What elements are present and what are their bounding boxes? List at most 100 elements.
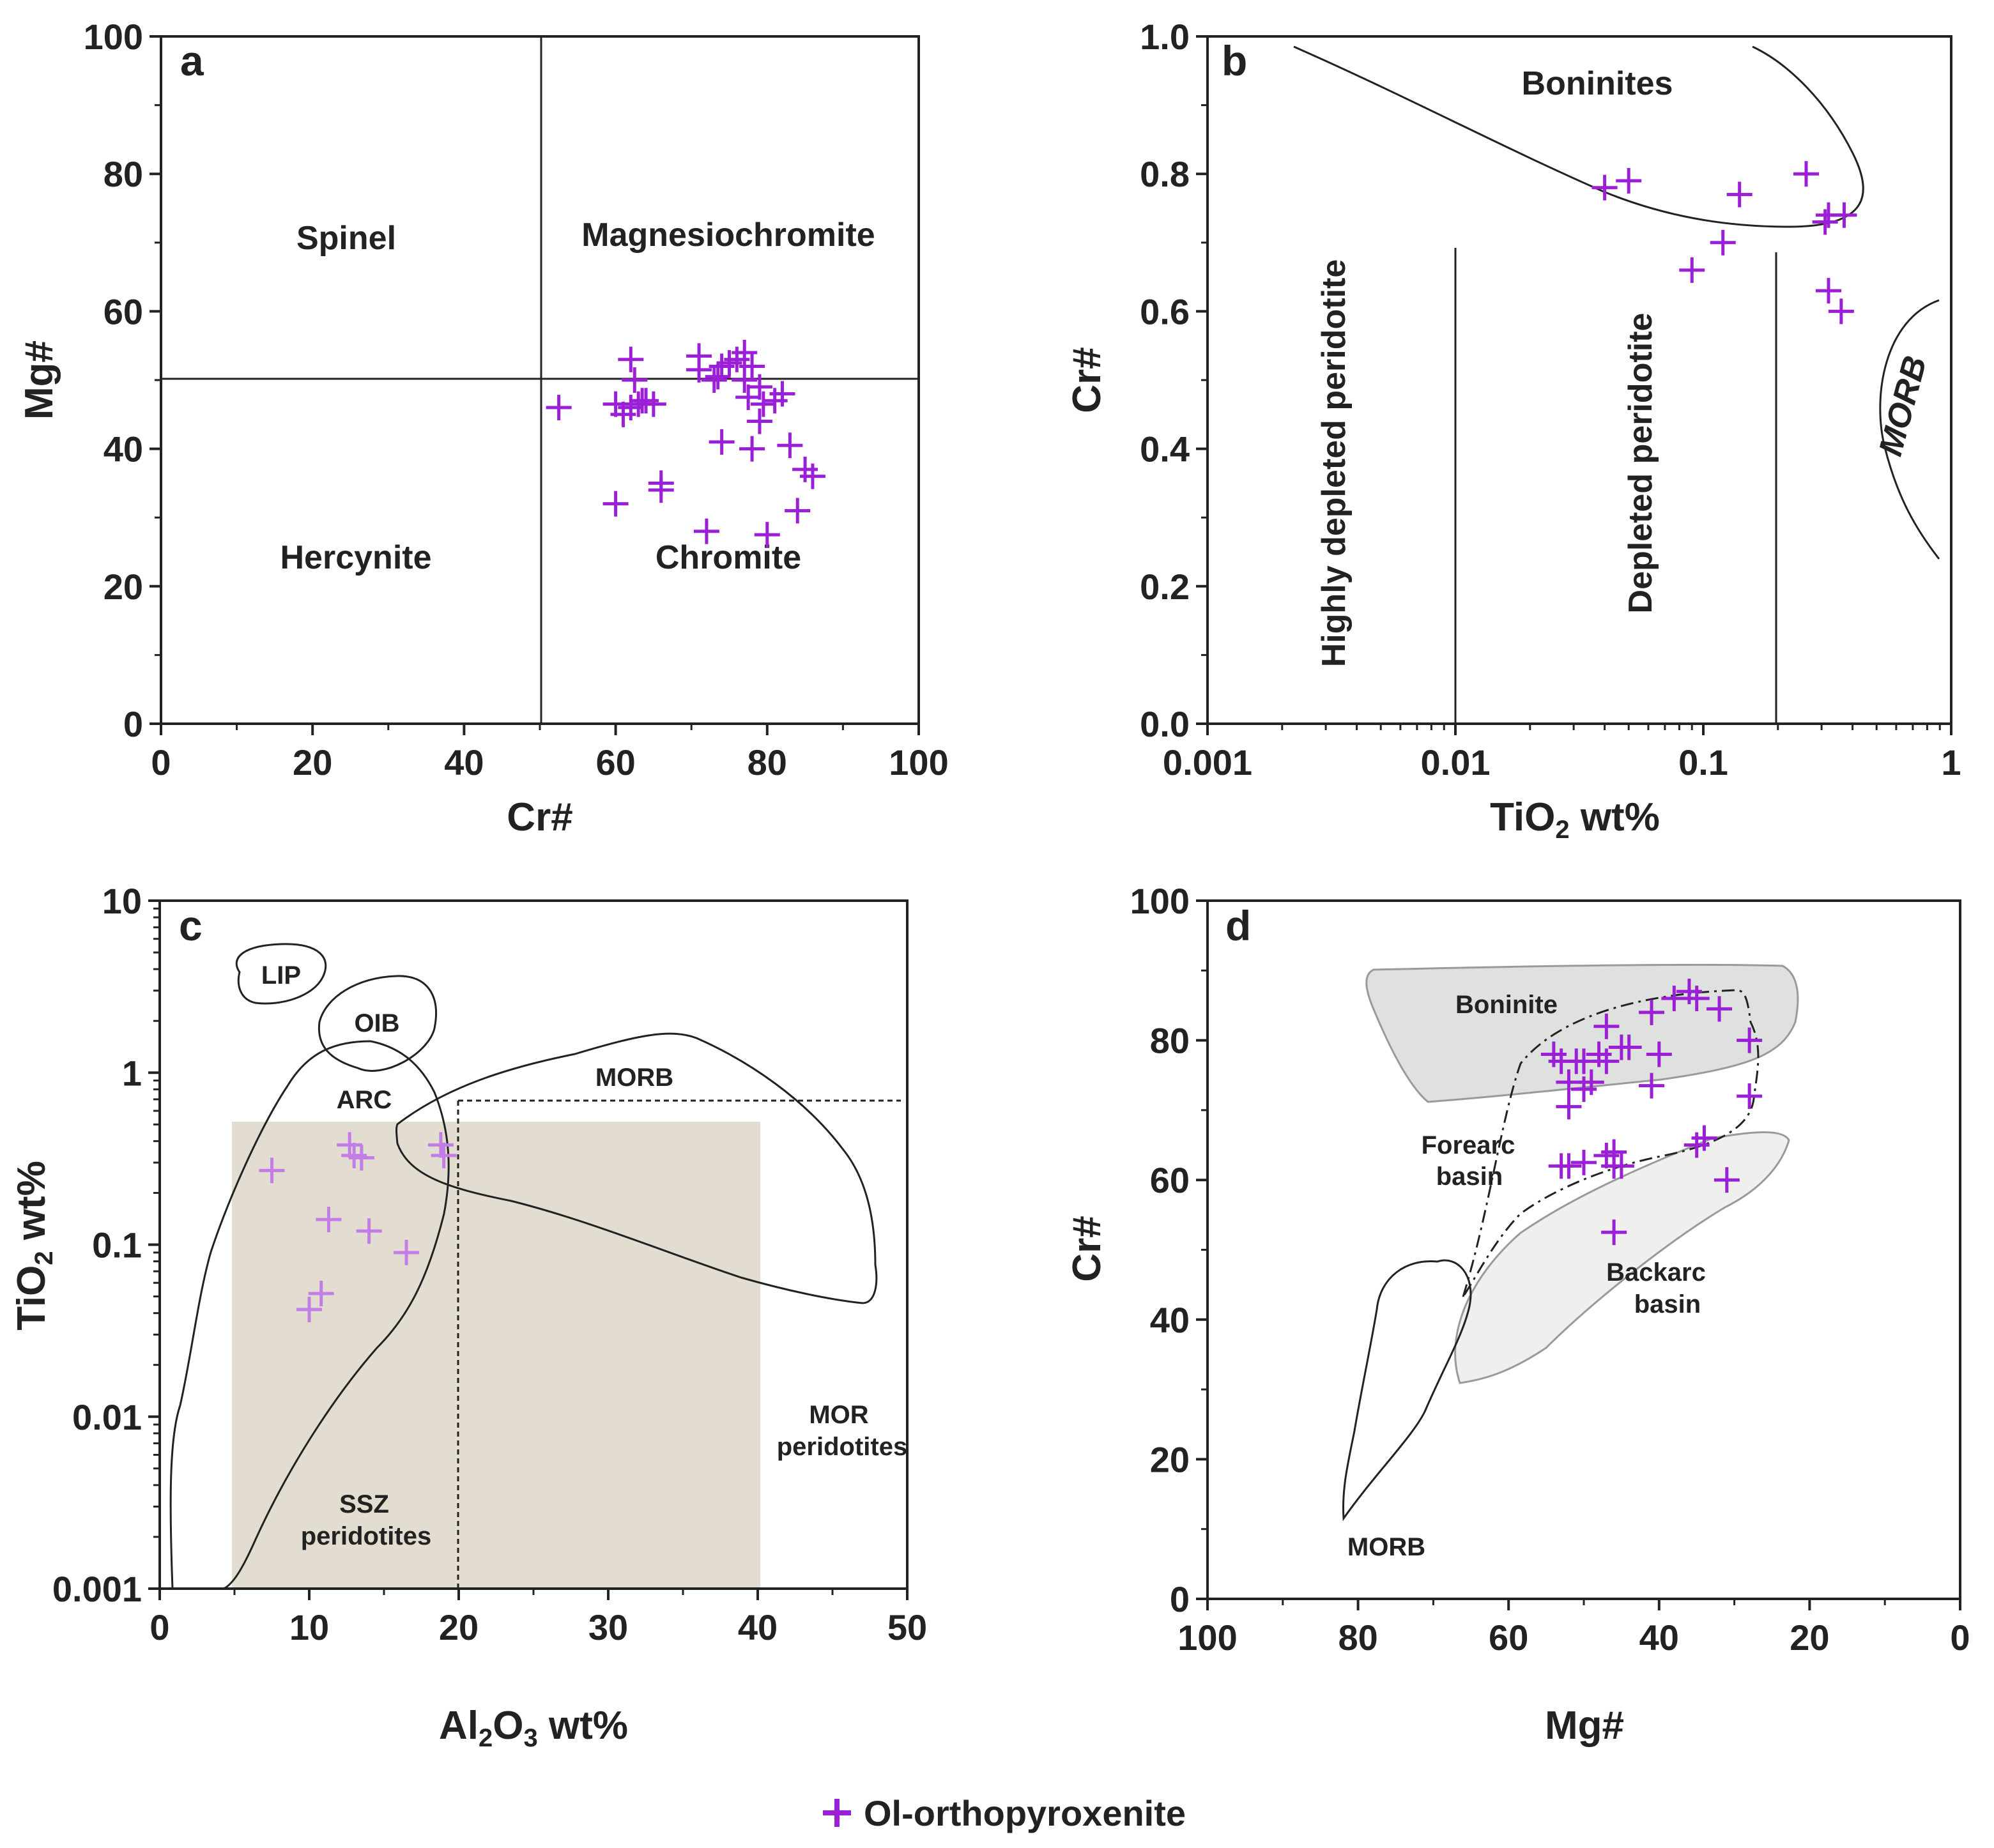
data-point xyxy=(1683,986,1710,1012)
field-label: MORB xyxy=(1872,352,1934,459)
data-point xyxy=(750,391,776,417)
x-tick-label: 20 xyxy=(1790,1617,1829,1658)
panel-a-axes: 0 20 40 60 80 100 0 20 40 60 80 100 xyxy=(84,17,949,783)
y-tick-label: 100 xyxy=(1130,881,1190,921)
boninites-field-outline xyxy=(1293,45,1864,228)
data-point xyxy=(693,518,719,544)
panel-b-xlabel-main: TiO xyxy=(1490,795,1555,839)
y-tick-label: 80 xyxy=(104,154,143,194)
data-point xyxy=(308,1280,334,1306)
panel-c-ylabel-main: TiO xyxy=(10,1265,54,1331)
x-tick-label: 80 xyxy=(748,742,787,783)
data-point xyxy=(709,429,735,455)
data-point xyxy=(732,367,758,393)
data-point xyxy=(1679,257,1705,283)
x-tick-label: 1 xyxy=(1941,742,1961,783)
x-tick-label: 100 xyxy=(1177,1617,1237,1658)
panel-a: Spinel Magnesiochromite Hercynite Chromi… xyxy=(17,17,949,839)
field-label: Spinel xyxy=(296,220,396,257)
y-tick-label: 0.6 xyxy=(1140,291,1190,332)
y-tick-label: 0.001 xyxy=(52,1569,142,1609)
x-tick-label: 0.1 xyxy=(1678,742,1728,783)
panel-c: LIP OIB ARC MORB MOR peridotites SSZ per… xyxy=(10,881,927,1752)
data-point xyxy=(1710,229,1736,256)
y-tick-label: 60 xyxy=(104,291,143,332)
panel-c-data-points xyxy=(259,1132,457,1322)
x-tick-label: 0.001 xyxy=(1163,742,1252,783)
data-point xyxy=(1793,161,1820,187)
y-tick-label: 0 xyxy=(123,704,143,744)
x-tick-label: 40 xyxy=(1639,1617,1679,1658)
data-point xyxy=(1706,996,1733,1022)
x-tick-label: 60 xyxy=(595,742,635,783)
data-point xyxy=(1578,1069,1604,1096)
y-tick-label: 0.0 xyxy=(1140,704,1190,744)
morb-field-outline xyxy=(1879,299,1940,560)
data-point xyxy=(1691,1125,1717,1151)
panel-b-xlabel: TiO2 wt% xyxy=(1490,795,1660,844)
legend: Ol-orthopyroxenite xyxy=(823,1793,1186,1833)
data-point xyxy=(701,367,727,393)
field-label: basin xyxy=(1634,1290,1701,1318)
data-point xyxy=(546,395,572,421)
x-tick-label: 20 xyxy=(439,1607,479,1647)
morb-field-outline xyxy=(1342,1259,1472,1522)
data-point xyxy=(1616,167,1642,194)
y-tick-label: 20 xyxy=(104,567,143,607)
data-point xyxy=(1593,1013,1620,1039)
panel-c-xlabel-mid: O xyxy=(493,1704,523,1748)
data-point xyxy=(356,1218,382,1244)
field-label: basin xyxy=(1436,1163,1503,1191)
panel-a-frame xyxy=(160,35,920,725)
data-point xyxy=(754,522,780,548)
panel-d: Boninite Forearc basin Backarc basin MOR… xyxy=(1065,881,1970,1748)
data-point xyxy=(618,346,644,372)
field-label: Depleted peridotite xyxy=(1622,313,1659,614)
data-point xyxy=(1646,1041,1672,1067)
field-label: Highly depleted peridotite xyxy=(1315,259,1353,668)
field-label: Magnesiochromite xyxy=(581,217,875,254)
y-tick-label: 60 xyxy=(1150,1160,1190,1200)
panel-a-ylabel: Mg# xyxy=(17,340,61,420)
panel-c-letter: c xyxy=(179,902,203,949)
panel-c-ylabel-sub: 2 xyxy=(30,1251,58,1265)
data-point xyxy=(1571,1048,1597,1074)
field-label: LIP xyxy=(261,961,301,989)
data-point xyxy=(1812,209,1838,235)
data-point xyxy=(1815,278,1841,304)
data-point xyxy=(1737,1083,1763,1110)
panel-b-letter: b xyxy=(1222,37,1247,84)
data-point xyxy=(1556,1153,1582,1179)
panel-c-axes: 0 10 20 30 40 50 0.001 0.01 0.1 1 10 xyxy=(52,881,927,1647)
panel-c-xlabel-sub1: 2 xyxy=(479,1724,493,1752)
y-tick-label: 0.1 xyxy=(92,1225,142,1265)
panel-c-ylabel-unit: wt% xyxy=(10,1161,54,1251)
field-label: peridotites xyxy=(777,1433,907,1461)
data-point xyxy=(705,363,731,390)
data-point xyxy=(746,408,772,434)
y-tick-label: 80 xyxy=(1150,1021,1190,1061)
panel-b-xlabel-sub: 2 xyxy=(1555,816,1569,844)
field-label: MOR xyxy=(809,1401,868,1429)
field-label: SSZ xyxy=(339,1490,389,1518)
data-point xyxy=(1726,181,1752,208)
x-tick-label: 40 xyxy=(444,742,484,783)
data-point xyxy=(1661,986,1687,1012)
data-point xyxy=(1828,298,1854,325)
y-tick-label: 0.8 xyxy=(1140,154,1190,194)
panel-d-letter: d xyxy=(1225,902,1251,949)
x-tick-label: 50 xyxy=(887,1607,927,1647)
lip-field-outline xyxy=(235,943,327,1005)
field-label: Forearc xyxy=(1422,1131,1515,1159)
data-point xyxy=(259,1157,285,1184)
backarc-field xyxy=(1454,1131,1790,1384)
oib-field-outline xyxy=(318,975,437,1072)
data-point xyxy=(746,374,772,400)
data-point xyxy=(732,339,758,365)
field-label: Boninites xyxy=(1522,65,1673,102)
panel-a-data-points xyxy=(546,339,825,548)
y-tick-label: 0.4 xyxy=(1140,429,1190,470)
panel-b-axes: 0.001 0.01 0.1 1 0.0 0.2 0.4 0.6 0.8 1.0 xyxy=(1140,17,1961,783)
field-label: Boninite xyxy=(1455,991,1558,1019)
